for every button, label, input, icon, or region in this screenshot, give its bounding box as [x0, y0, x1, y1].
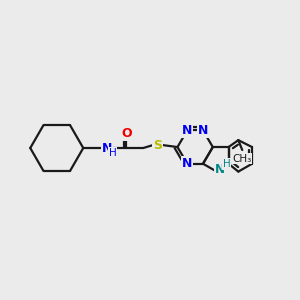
- Text: H: H: [223, 159, 230, 169]
- Text: H: H: [109, 148, 117, 158]
- Text: CH₃: CH₃: [232, 154, 252, 164]
- Text: N: N: [182, 157, 193, 170]
- Text: N: N: [198, 124, 208, 137]
- Text: N: N: [102, 142, 112, 154]
- Text: N: N: [215, 163, 225, 176]
- Text: O: O: [121, 127, 132, 140]
- Text: S: S: [153, 139, 162, 152]
- Text: N: N: [182, 124, 193, 137]
